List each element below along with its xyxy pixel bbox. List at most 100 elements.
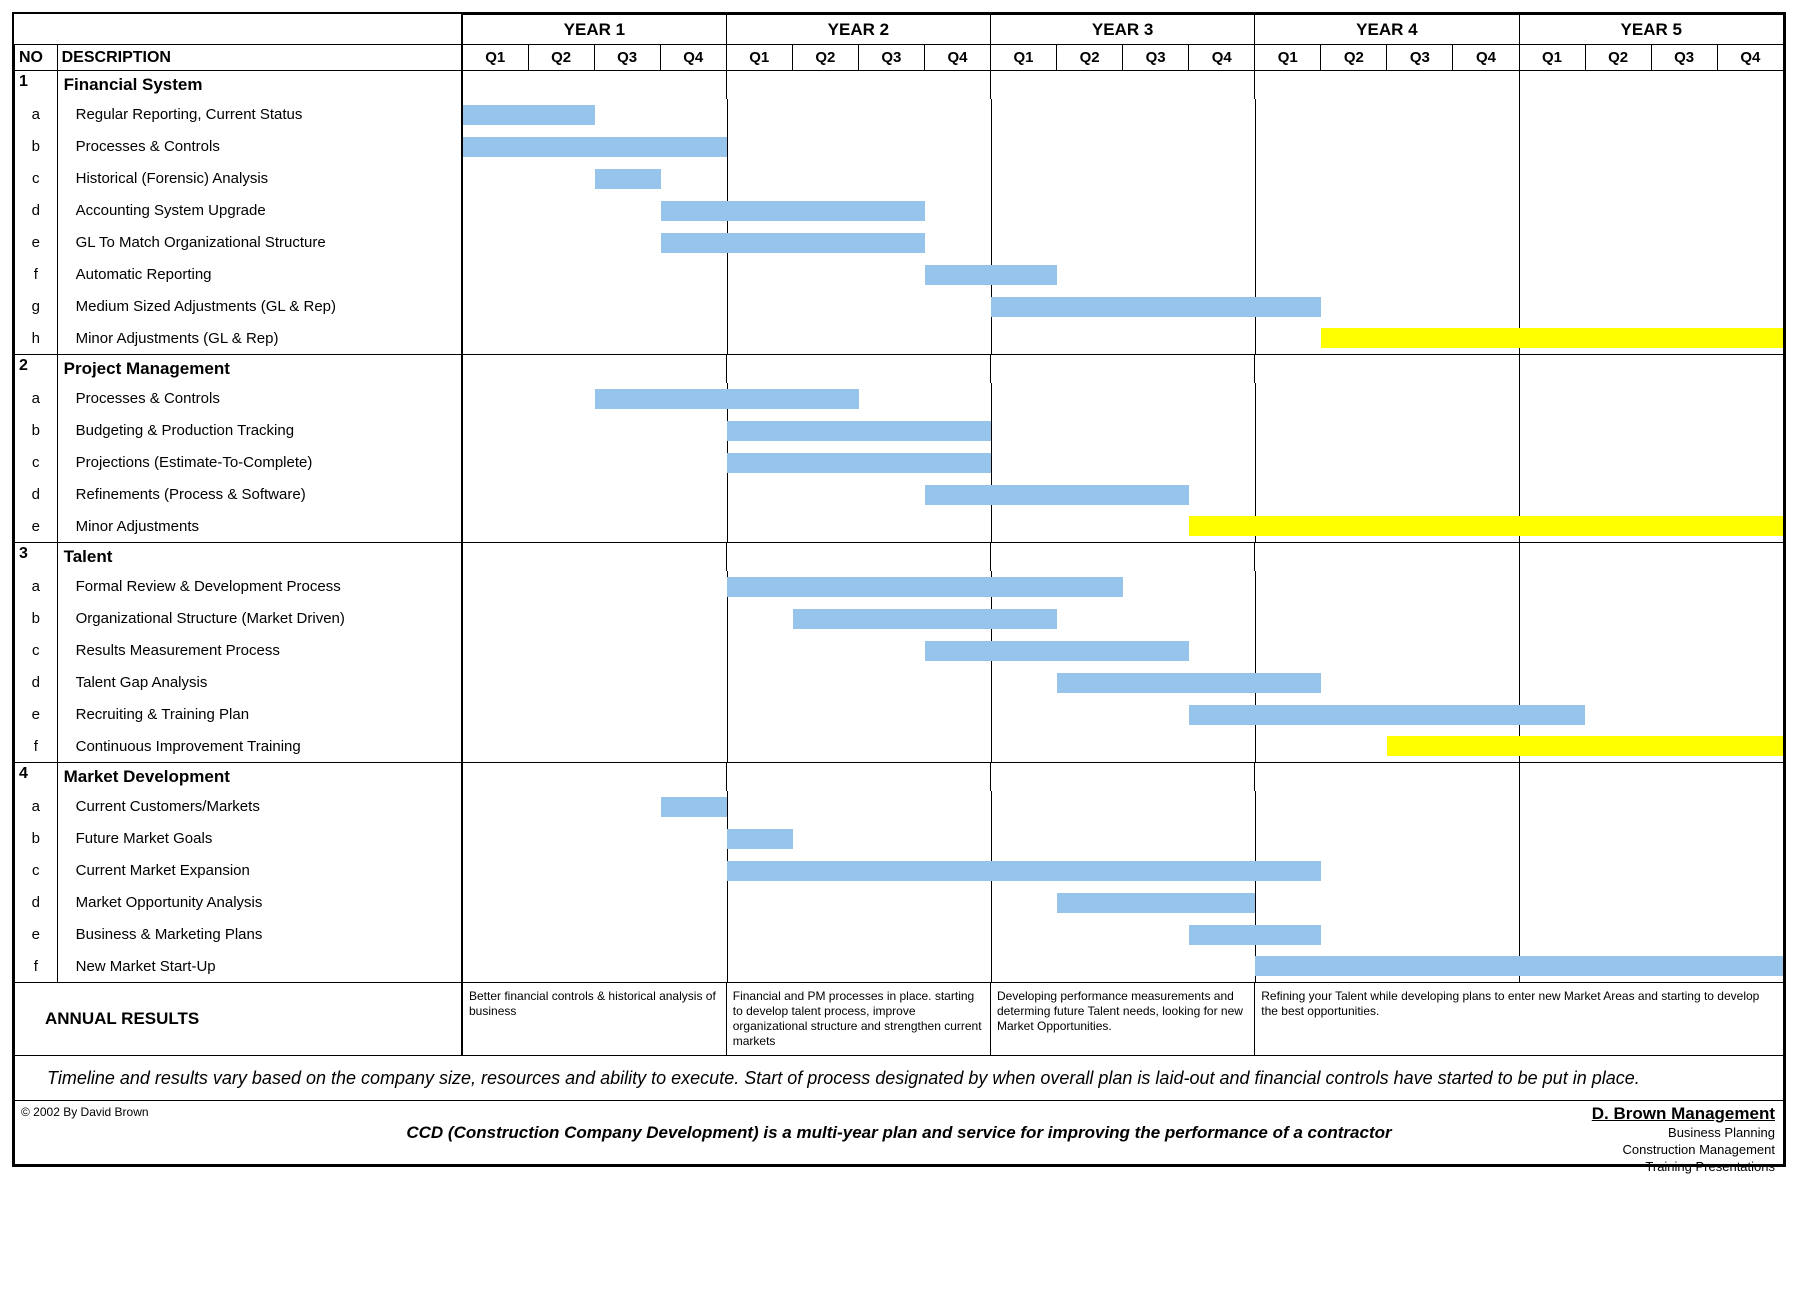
gantt-cell — [462, 791, 1784, 823]
section-row: 1Financial System — [15, 71, 1784, 99]
copyright-text: © 2002 By David Brown — [21, 1105, 149, 1119]
year-sep — [991, 919, 992, 951]
year-sep — [1255, 823, 1256, 855]
gantt-wrap: YEAR 1YEAR 2YEAR 3YEAR 4YEAR 5 NO DESCRI… — [12, 12, 1786, 1167]
year-sep — [1519, 227, 1520, 259]
quarter-head-15: Q4 — [1453, 45, 1519, 71]
task-label: Future Market Goals — [57, 823, 462, 855]
section-no: 3 — [15, 543, 58, 571]
year-sep — [1519, 667, 1520, 699]
task-row: fNew Market Start-Up — [15, 951, 1784, 983]
task-label: Minor Adjustments — [57, 511, 462, 543]
quarter-head-18: Q3 — [1651, 45, 1717, 71]
section-row: 3Talent — [15, 543, 1784, 571]
annual-cell-1: Financial and PM processes in place. sta… — [726, 983, 990, 1056]
task-row: aProcesses & Controls — [15, 383, 1784, 415]
section-gantt-blank — [1255, 543, 1519, 571]
year-sep — [727, 99, 728, 131]
year-head-2: YEAR 3 — [991, 15, 1255, 45]
task-no: h — [15, 323, 58, 355]
year-sep — [1519, 635, 1520, 667]
gantt-cell — [462, 99, 1784, 131]
year-sep — [1519, 447, 1520, 479]
section-title: Market Development — [57, 763, 462, 791]
bottom-bar: © 2002 By David Brown CCD (Construction … — [15, 1101, 1784, 1165]
quarter-head-19: Q4 — [1717, 45, 1783, 71]
task-no: b — [15, 823, 58, 855]
year-sep — [991, 511, 992, 543]
task-label: Organizational Structure (Market Driven) — [57, 603, 462, 635]
year-sep — [1519, 887, 1520, 919]
year-sep — [1255, 195, 1256, 227]
year-sep — [727, 791, 728, 823]
section-gantt-blank — [1255, 355, 1519, 383]
task-label: Regular Reporting, Current Status — [57, 99, 462, 131]
year-sep — [727, 603, 728, 635]
task-no: b — [15, 603, 58, 635]
task-row: eRecruiting & Training Plan — [15, 699, 1784, 731]
quarter-head-6: Q3 — [858, 45, 924, 71]
year-sep — [991, 415, 992, 447]
task-row: fAutomatic Reporting — [15, 259, 1784, 291]
gantt-bar — [463, 137, 727, 157]
section-gantt-blank — [726, 543, 990, 571]
gantt-cell — [462, 571, 1784, 603]
quarter-head-12: Q1 — [1255, 45, 1321, 71]
year-sep — [727, 291, 728, 323]
year-sep — [1255, 571, 1256, 603]
year-sep — [1519, 919, 1520, 951]
task-no: e — [15, 511, 58, 543]
company-line-2: Training Presentations — [1592, 1159, 1775, 1176]
section-title: Financial System — [57, 71, 462, 99]
year-sep — [727, 131, 728, 163]
company-line-1: Construction Management — [1592, 1142, 1775, 1159]
gantt-cell — [462, 163, 1784, 195]
gantt-bar — [727, 829, 793, 849]
year-sep — [991, 887, 992, 919]
quarter-head-13: Q2 — [1321, 45, 1387, 71]
task-no: d — [15, 479, 58, 511]
task-label: New Market Start-Up — [57, 951, 462, 983]
section-gantt-blank — [1519, 71, 1784, 99]
section-gantt-blank — [1519, 355, 1784, 383]
year-sep — [727, 259, 728, 291]
year-sep — [1519, 823, 1520, 855]
col-header-desc: DESCRIPTION — [57, 45, 462, 71]
task-row: dRefinements (Process & Software) — [15, 479, 1784, 511]
gantt-cell — [462, 887, 1784, 919]
year-sep — [1519, 291, 1520, 323]
task-row: bFuture Market Goals — [15, 823, 1784, 855]
task-label: Projections (Estimate-To-Complete) — [57, 447, 462, 479]
gantt-bar — [991, 297, 1321, 317]
year-sep — [1519, 415, 1520, 447]
task-row: aFormal Review & Development Process — [15, 571, 1784, 603]
annual-cell-3: Refining your Talent while developing pl… — [1255, 983, 1784, 1056]
gantt-cell — [462, 131, 1784, 163]
annual-cell-2: Developing performance measurements and … — [991, 983, 1255, 1056]
gantt-bar — [595, 169, 661, 189]
year-sep — [1255, 603, 1256, 635]
task-label: Processes & Controls — [57, 383, 462, 415]
section-gantt-blank — [726, 355, 990, 383]
section-gantt-blank — [991, 543, 1255, 571]
task-no: d — [15, 667, 58, 699]
section-gantt-blank — [462, 763, 726, 791]
gantt-cell — [462, 635, 1784, 667]
gantt-bar — [1387, 736, 1783, 756]
gantt-bar — [727, 861, 1321, 881]
task-row: dAccounting System Upgrade — [15, 195, 1784, 227]
task-label: Medium Sized Adjustments (GL & Rep) — [57, 291, 462, 323]
gantt-bar — [727, 421, 991, 441]
year-sep — [991, 195, 992, 227]
task-label: GL To Match Organizational Structure — [57, 227, 462, 259]
quarter-head-4: Q1 — [726, 45, 792, 71]
task-row: eGL To Match Organizational Structure — [15, 227, 1784, 259]
task-label: Talent Gap Analysis — [57, 667, 462, 699]
year-sep — [727, 951, 728, 983]
quarter-head-8: Q1 — [991, 45, 1057, 71]
task-row: eBusiness & Marketing Plans — [15, 919, 1784, 951]
task-no: c — [15, 855, 58, 887]
year-sep — [991, 163, 992, 195]
gantt-cell — [462, 415, 1784, 447]
task-row: cHistorical (Forensic) Analysis — [15, 163, 1784, 195]
